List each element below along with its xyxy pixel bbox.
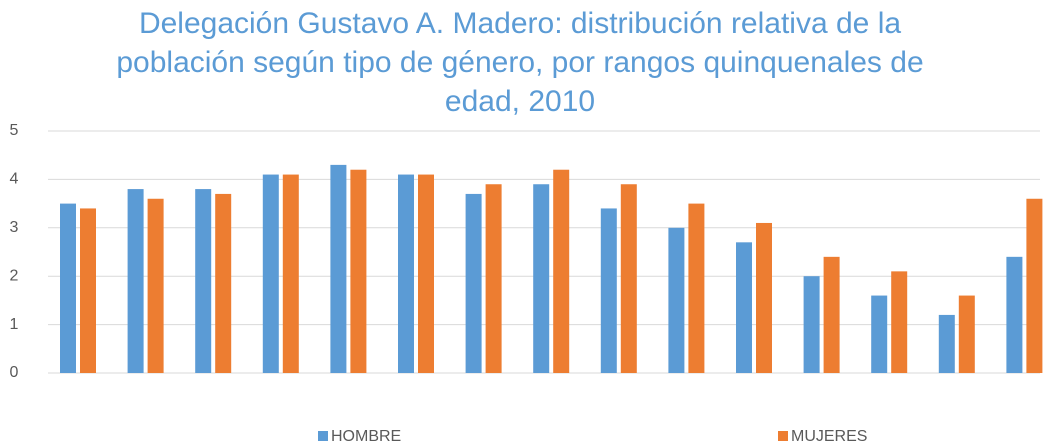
bar	[958, 295, 975, 373]
y-tick-label: 0	[10, 364, 19, 381]
bar	[600, 208, 617, 373]
bar	[262, 174, 279, 373]
y-tick-label: 4	[10, 171, 19, 188]
bar	[891, 271, 908, 373]
y-tick-label: 5	[10, 122, 19, 139]
y-tick-label: 1	[10, 316, 19, 333]
bar	[215, 193, 232, 373]
legend-swatch	[778, 431, 788, 441]
bar	[418, 174, 434, 373]
legend-swatch	[318, 431, 328, 441]
bar	[756, 222, 772, 373]
bar	[330, 164, 347, 373]
bar	[668, 227, 685, 373]
bar	[553, 169, 570, 373]
bar	[282, 174, 299, 373]
bar	[533, 184, 550, 373]
bar	[127, 189, 144, 373]
bar	[195, 189, 212, 373]
bar	[80, 208, 96, 373]
bar	[938, 314, 955, 373]
bar	[465, 193, 482, 373]
bar	[398, 174, 414, 373]
bar	[350, 169, 367, 373]
y-tick-label: 2	[10, 267, 19, 284]
bar	[803, 276, 820, 373]
bar	[620, 184, 637, 373]
bar	[60, 203, 76, 373]
bar	[485, 184, 502, 373]
legend-label: MUJERES	[791, 428, 867, 444]
chart-title: Delegación Gustavo A. Madero: distribuci…	[116, 7, 924, 118]
bar	[147, 198, 164, 373]
bar	[1026, 198, 1043, 373]
bar	[1006, 256, 1023, 373]
legend-label: HOMBRE	[331, 428, 401, 444]
bar	[736, 242, 752, 373]
y-tick-label: 3	[10, 219, 19, 236]
bar	[871, 295, 888, 373]
bar	[688, 203, 705, 373]
bar	[823, 256, 840, 373]
